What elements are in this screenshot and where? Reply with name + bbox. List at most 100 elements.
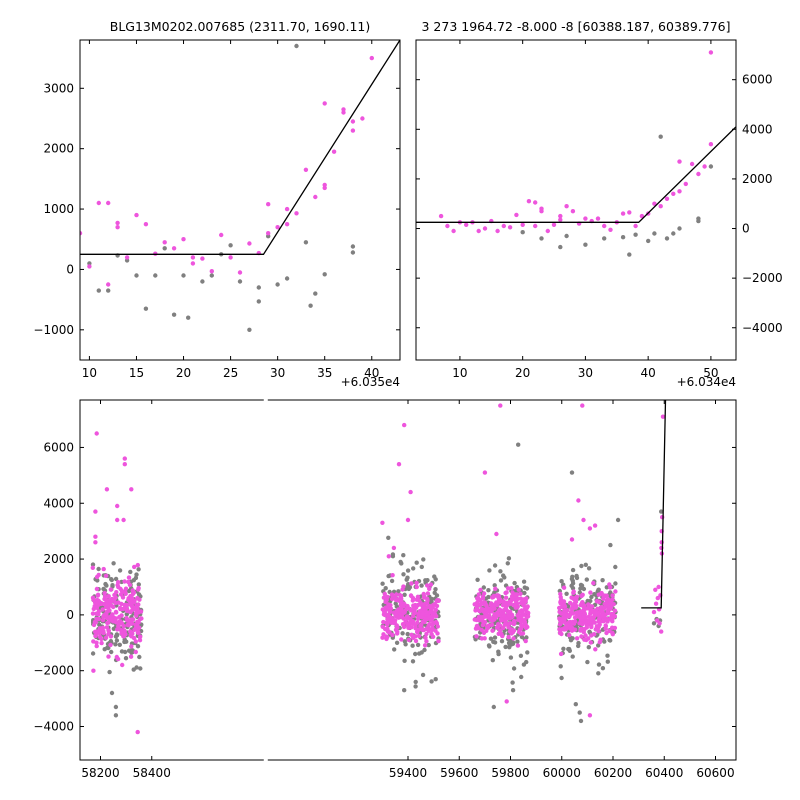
grey-point xyxy=(579,563,584,569)
pink-point xyxy=(103,573,109,578)
grey-point xyxy=(350,244,356,249)
pink-point xyxy=(106,282,111,287)
grey-point xyxy=(511,666,517,671)
pink-point xyxy=(427,586,432,591)
pink-point xyxy=(514,212,519,218)
y-tick-label: 2000 xyxy=(43,142,74,156)
pink-point xyxy=(404,614,410,619)
grey-point xyxy=(111,626,117,631)
top-left-title: BLG13M0202.007685 (2311.70, 1690.11) xyxy=(110,19,370,34)
pink-point xyxy=(294,211,299,216)
pink-point xyxy=(593,647,598,652)
pink-point xyxy=(424,610,429,615)
grey-point xyxy=(131,667,136,672)
pink-point xyxy=(398,593,403,598)
grey-point xyxy=(136,582,141,587)
grey-point xyxy=(664,236,670,241)
pink-point xyxy=(562,612,568,617)
grey-point xyxy=(521,579,527,584)
pink-point xyxy=(610,593,615,598)
grey-point xyxy=(496,649,501,654)
pink-point xyxy=(472,617,477,622)
pink-point xyxy=(96,200,102,206)
pink-point xyxy=(513,592,518,597)
grey-point xyxy=(389,578,395,584)
pink-point xyxy=(106,200,111,206)
pink-point xyxy=(510,614,515,619)
pink-point xyxy=(399,637,404,642)
pink-point xyxy=(410,598,415,603)
grey-point xyxy=(419,650,424,655)
x-tick-label: 20 xyxy=(176,366,191,380)
pink-point xyxy=(583,619,589,625)
pink-point xyxy=(582,611,587,616)
grey-point xyxy=(602,639,607,644)
pink-point xyxy=(237,270,243,275)
pink-point xyxy=(558,599,564,604)
pink-point xyxy=(545,228,550,234)
x-tick-label: 30 xyxy=(578,366,593,380)
pink-point xyxy=(516,617,521,622)
grey-point xyxy=(404,577,409,582)
x-tick-label: 59400 xyxy=(389,766,427,780)
pink-point xyxy=(405,517,411,523)
pink-point xyxy=(438,213,444,219)
pink-point xyxy=(416,633,422,639)
grey-point xyxy=(200,279,205,284)
pink-point xyxy=(533,200,538,205)
pink-point xyxy=(606,605,612,611)
grey-point xyxy=(561,646,566,651)
x-tick-label: 25 xyxy=(223,366,238,380)
pink-point xyxy=(385,612,390,618)
pink-point xyxy=(608,227,613,232)
grey-point xyxy=(123,656,129,661)
grey-point xyxy=(322,272,327,277)
pink-point xyxy=(558,217,563,222)
pink-point xyxy=(421,605,427,611)
y-tick-label: −1000 xyxy=(33,323,74,337)
x-tick-label: 58200 xyxy=(81,766,119,780)
pink-point xyxy=(427,622,432,627)
grey-point xyxy=(426,642,431,648)
pink-point xyxy=(569,606,574,611)
grey-point xyxy=(620,235,626,240)
pink-point xyxy=(106,654,111,659)
pink-point xyxy=(129,644,134,649)
pink-point xyxy=(425,583,430,588)
pink-point xyxy=(689,161,695,167)
pink-point xyxy=(533,223,538,229)
y-tick-label: 4000 xyxy=(43,496,74,510)
x-tick-label: 58400 xyxy=(133,766,171,780)
grey-point xyxy=(615,517,621,523)
grey-point xyxy=(113,713,119,718)
pink-point xyxy=(130,588,135,593)
pink-point xyxy=(677,159,682,164)
grey-point xyxy=(294,43,299,49)
pink-point xyxy=(127,582,133,588)
pink-point xyxy=(600,612,605,618)
plot-area xyxy=(80,40,400,332)
grey-point xyxy=(396,589,401,594)
pink-point xyxy=(597,640,602,645)
model-line xyxy=(641,400,667,609)
pink-point xyxy=(110,612,115,617)
pink-point xyxy=(416,627,421,632)
grey-point xyxy=(492,563,498,568)
pink-point xyxy=(430,634,436,639)
grey-point xyxy=(134,273,139,278)
pink-point xyxy=(594,599,600,604)
grey-point xyxy=(415,642,421,648)
grey-point xyxy=(108,639,114,644)
grey-point xyxy=(124,612,129,617)
pink-point xyxy=(411,621,416,626)
pink-point xyxy=(284,222,290,227)
pink-point xyxy=(520,222,525,227)
pink-point xyxy=(136,620,141,625)
pink-point xyxy=(501,608,507,613)
grey-point xyxy=(434,593,440,598)
grey-point xyxy=(429,596,434,602)
pink-point xyxy=(101,630,106,636)
pink-point xyxy=(435,598,440,603)
pink-point xyxy=(101,566,106,572)
